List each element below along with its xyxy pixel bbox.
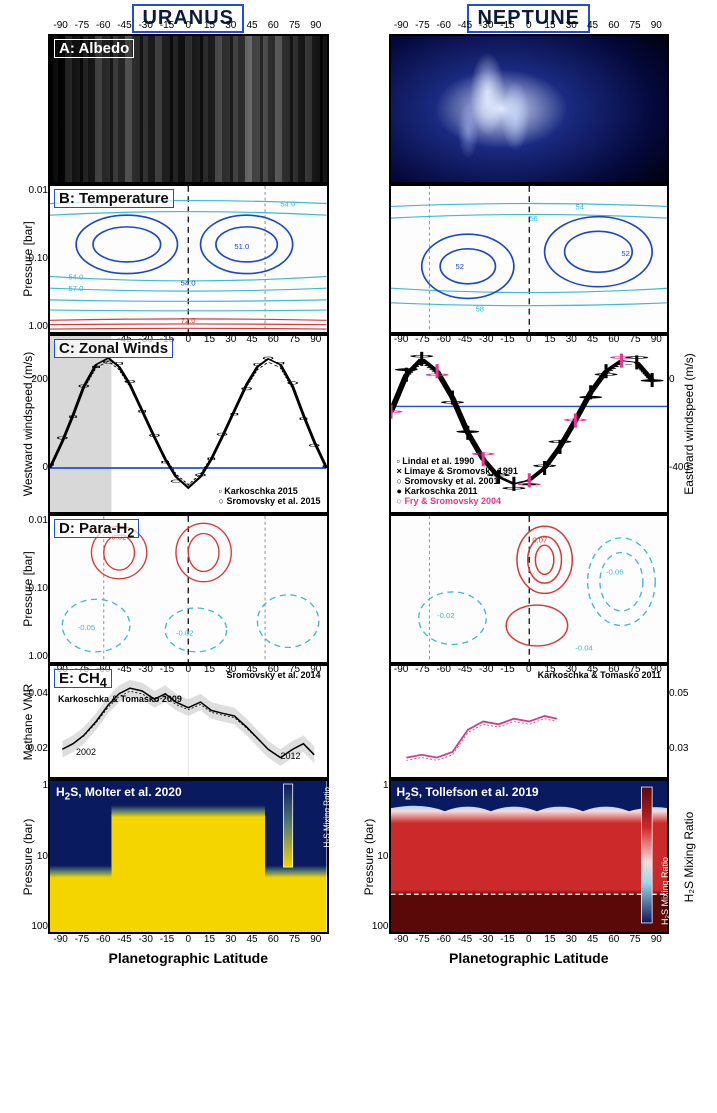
panel-d-neptune: 0.07 -0.06 -0.04 -0.02 -90-75-60-45-30-1… (389, 514, 670, 664)
panel-a-neptune: -90-75-60-45-30-150153045607590 (389, 34, 670, 184)
svg-text:57.0: 57.0 (68, 284, 83, 293)
legend-neptune-wind: ▫ Lindal et al. 1990 × Limaye & Sromovsk… (397, 456, 518, 506)
h2s-title-neptune: H2S, Tollefson et al. 2019 (397, 785, 539, 802)
albedo-neptune-image (391, 36, 668, 182)
panel-b-uranus: B: Temperature 0.010.101.00 54.0 54.0 (48, 184, 329, 334)
svg-text:51.0: 51.0 (234, 242, 249, 251)
yticks: 0.010.101.00 (16, 516, 48, 662)
xticks: -90-75-60-45-30-150153045607590 (391, 934, 668, 948)
yticks: 2000 (16, 336, 48, 512)
svg-text:56: 56 (529, 214, 538, 223)
svg-text:0.07: 0.07 (532, 535, 547, 544)
legend-ch4-uranus: Karkoschka & Tomasko 2009 (58, 694, 182, 704)
svg-text:54.0: 54.0 (280, 200, 295, 209)
panel-h2s-neptune: H2S, Tollefson et al. 2019 110100 (389, 779, 670, 934)
h2s-uranus-map (50, 781, 327, 932)
svg-text:-0.06: -0.06 (606, 568, 623, 577)
legend-ch4-neptune: Karkoschka & Tomasko 2011 (538, 670, 661, 680)
svg-text:52: 52 (621, 249, 630, 258)
h2s-neptune-map (391, 781, 668, 932)
figure-grid: URANUS NEPTUNE -90-75-60-45-30-150153045… (0, 0, 717, 963)
xticks-top: -90-75-60-45-30-150153045607590 (50, 20, 327, 34)
legend-uranus-wind: ▫ Karkoschka 2015 ○ Sromovsky et al. 201… (219, 486, 321, 506)
svg-text:-0.02: -0.02 (437, 611, 454, 620)
ylabel-eastward-wind: Eastward windspeed (m/s) (682, 353, 696, 494)
panel-c-uranus: C: Zonal Winds 2000 ▫ Karkoschka 2015 ○ … (48, 334, 329, 514)
panel-e-neptune: 0.050.03 Karkoschka & Tomasko 2011 -90-7… (389, 664, 670, 779)
yticks: 110100 (16, 781, 48, 932)
h2s-title-uranus: H2S, Molter et al. 2020 (56, 785, 182, 802)
panel-h2s-uranus: H2S, Molter et al. 2020 110100 (48, 779, 329, 934)
svg-text:-0.04: -0.04 (575, 644, 592, 653)
panel-label-c: C: Zonal Winds (54, 340, 173, 357)
xticks-top: -90-75-60-45-30-150153045607590 (391, 20, 668, 34)
parah2-neptune: 0.07 -0.06 -0.04 -0.02 (391, 516, 668, 662)
yticks: 0.050.03 (669, 666, 701, 777)
svg-text:58: 58 (475, 305, 484, 314)
panel-label-a: A: Albedo (54, 40, 134, 57)
annot-2002: 2002 (76, 747, 96, 757)
panel-label-e: E: CH4 (54, 670, 112, 690)
panel-label-d: D: Para-H2 (54, 520, 139, 540)
panel-b-neptune: 54 56 52 52 58 -90-75-60-45-30-150153045… (389, 184, 670, 334)
panel-label-b: B: Temperature (54, 190, 174, 207)
panel-d-uranus: D: Para-H2 0.010.101.00 0.02 -0.05 -0.02… (48, 514, 329, 664)
xticks: -90-75-60-45-30-150153045607590 (50, 934, 327, 948)
panel-a-uranus: -90-75-60-45-30-150153045607590 A: Albed… (48, 34, 329, 184)
yticks: 0.010.101.00 (16, 186, 48, 332)
temperature-contours-neptune: 54 56 52 52 58 (391, 186, 668, 332)
legend-ch4-uranus-2: Sromovsky et al. 2014 (226, 670, 320, 680)
svg-text:54.0: 54.0 (181, 278, 196, 287)
svg-text:72.0: 72.0 (181, 316, 196, 325)
colorbar-label-right: H₂S Mixing Ratio (682, 811, 696, 902)
svg-text:-0.02: -0.02 (176, 629, 193, 638)
colorbar-label: H₂S Mixing Ratio (323, 787, 332, 847)
svg-text:54.0: 54.0 (68, 273, 83, 282)
svg-text:-0.05: -0.05 (78, 623, 95, 632)
yticks: 110100 (357, 781, 389, 932)
panel-e-uranus: E: CH4 0.040.02 Karkoschka & Tomasko 200… (48, 664, 329, 779)
panel-c-neptune: 0-400 ▫ Lindal et al. 1990 × Limaye & Sr… (389, 334, 670, 514)
annot-2012: 2012 (280, 751, 300, 761)
ch4-neptune (391, 666, 668, 777)
yticks: 0.040.02 (16, 666, 48, 777)
svg-text:52: 52 (455, 262, 464, 271)
svg-text:54: 54 (575, 203, 584, 212)
